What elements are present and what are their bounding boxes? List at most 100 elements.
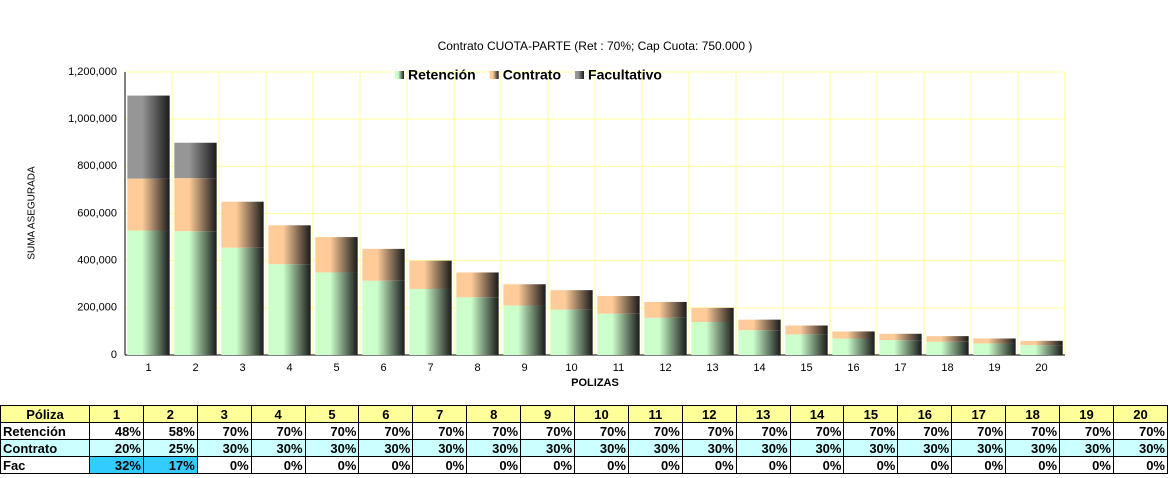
table-cell: 30%: [412, 439, 468, 457]
bar: [1020, 345, 1063, 355]
table-cell: 3: [196, 405, 252, 423]
bar: [127, 230, 170, 355]
bar: [644, 317, 687, 355]
table-cell: 0%: [627, 456, 683, 474]
bar: [785, 325, 828, 335]
table-cell: 0%: [196, 456, 252, 474]
table-cell: 30%: [789, 439, 845, 457]
bar: [268, 225, 311, 265]
bar: [503, 305, 546, 355]
table-cell: 30%: [1059, 439, 1114, 457]
x-tick-label: 1: [145, 362, 151, 374]
x-tick-label: 12: [659, 362, 671, 374]
x-tick-label: 17: [894, 362, 906, 374]
bar: [738, 319, 781, 331]
bar: [879, 333, 922, 341]
table-cell: 30%: [681, 439, 737, 457]
bar: [174, 142, 217, 179]
x-tick-label: 10: [565, 362, 577, 374]
table-cell: 20: [1112, 405, 1169, 423]
data-table: Póliza 1 2 3 4 5 6 7 8 9 10 11 12 13 14 15 16 17 18 19 20 Ret…: [0, 405, 1169, 474]
table-cell: 30%: [304, 439, 360, 457]
bar: [973, 343, 1016, 355]
table-cell: 30%: [196, 439, 252, 457]
table-cell: 20%: [89, 439, 144, 457]
chart: Contrato CUOTA-PARTE (Ret : 70%; Cap Cuo…: [27, 39, 1066, 389]
table-cell: 18: [1005, 405, 1061, 423]
table-cell: 16: [897, 405, 953, 423]
table-cell: 12: [681, 405, 737, 423]
table-cell: 70%: [250, 422, 306, 440]
table-row: Retención 48% 58% 70% 70% 70% 70% 70% 70% 70% 70% 7…: [0, 422, 1169, 440]
table-cell: 0%: [1059, 456, 1114, 474]
bar: [691, 321, 734, 355]
table-cell: 70%: [196, 422, 252, 440]
table-cell: 30%: [951, 439, 1007, 457]
table-cell: 70%: [466, 422, 522, 440]
table-cell: 2: [142, 405, 198, 423]
y-tick-label: 800,000: [77, 160, 117, 172]
x-tick-label: 18: [941, 362, 953, 374]
bar: [597, 313, 640, 355]
x-tick-label: 9: [521, 362, 527, 374]
bar: [832, 331, 875, 339]
bar: [738, 330, 781, 355]
legend-swatch: [395, 71, 404, 79]
table-cell: 0%: [897, 456, 953, 474]
y-tick-label: 0: [111, 349, 117, 361]
table-cell: 30%: [250, 439, 306, 457]
table-cell: 5: [304, 405, 360, 423]
bar: [785, 334, 828, 355]
x-tick-label: 16: [847, 362, 859, 374]
table-cell: 10: [574, 405, 629, 423]
y-axis-label: SUMA ASEGURADA: [27, 166, 38, 260]
table-cell: 9: [520, 405, 576, 423]
table-cell: 70%: [1112, 422, 1169, 440]
table-cell: 14: [789, 405, 845, 423]
table-cell: 30%: [843, 439, 899, 457]
table-cell: 70%: [951, 422, 1007, 440]
bar: [503, 284, 546, 306]
legend-swatch: [575, 71, 585, 79]
table-cell: 4: [250, 405, 306, 423]
y-tick-label: 600,000: [77, 207, 117, 219]
table-cell: 70%: [789, 422, 845, 440]
bar: [691, 307, 734, 322]
x-tick-label: 14: [753, 362, 765, 374]
table-cell: 0%: [466, 456, 522, 474]
bar: [221, 201, 264, 248]
table-cell: 0%: [1112, 456, 1169, 474]
bar: [644, 301, 687, 318]
table-cell: 70%: [304, 422, 360, 440]
table-cell: 70%: [897, 422, 953, 440]
x-tick-label: 20: [1035, 362, 1047, 374]
bar: [127, 95, 170, 179]
table-cell: 70%: [1005, 422, 1061, 440]
bar: [550, 290, 593, 310]
legend-label: Contrato: [503, 67, 561, 83]
table-cell: 17%: [142, 456, 198, 474]
table-cell: 0%: [843, 456, 899, 474]
y-tick-label: 200,000: [77, 302, 117, 314]
table-cell: Póliza: [0, 405, 90, 423]
table-cell: 6: [358, 405, 414, 423]
bar: [456, 297, 499, 355]
table-cell: 70%: [1059, 422, 1114, 440]
table-cell: 70%: [574, 422, 629, 440]
x-tick-label: 7: [427, 362, 433, 374]
bar: [832, 338, 875, 355]
table-cell: Fac: [0, 456, 90, 474]
table-cell: 30%: [627, 439, 683, 457]
table-cell: 30%: [574, 439, 629, 457]
bar: [550, 309, 593, 355]
table-cell: 70%: [412, 422, 468, 440]
y-tick-label: 400,000: [77, 255, 117, 267]
table-cell: 0%: [1005, 456, 1061, 474]
x-tick-label: 13: [706, 362, 718, 374]
bar: [127, 178, 170, 231]
y-tick-label: 1,000,000: [68, 113, 117, 125]
table-cell: 30%: [520, 439, 576, 457]
x-tick-label: 6: [380, 362, 386, 374]
table-cell: 1: [89, 405, 144, 423]
table-cell: 0%: [789, 456, 845, 474]
